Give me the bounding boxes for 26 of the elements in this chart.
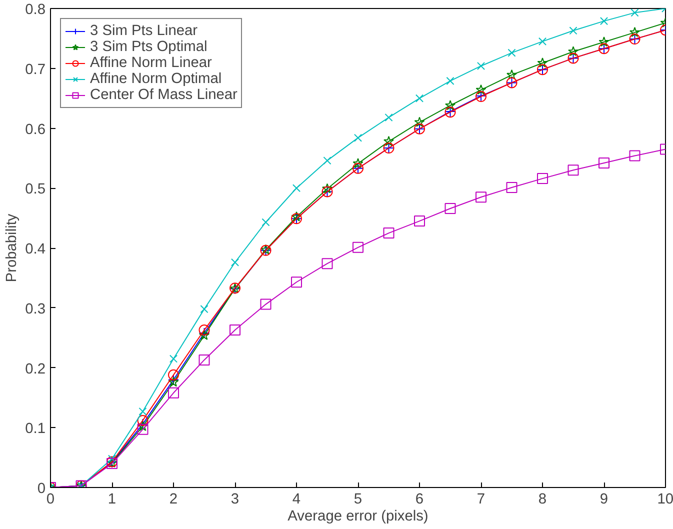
y-tick-label: 0 — [37, 481, 46, 497]
y-tick-label: 0.6 — [25, 122, 46, 138]
legend-label: Affine Norm Optimal — [90, 71, 222, 87]
y-axis-title: Probability — [4, 213, 20, 282]
x-tick-label: 8 — [538, 492, 547, 508]
y-tick-label: 0.3 — [25, 301, 46, 318]
x-tick-label: 5 — [354, 492, 362, 508]
y-tick-label: 0.4 — [25, 242, 46, 258]
x-tick-label: 7 — [476, 492, 486, 508]
legend-label: Center Of Mass Linear — [90, 87, 238, 103]
x-tick-label: 4 — [292, 492, 301, 508]
x-tick-label: 3 — [230, 492, 240, 508]
x-tick-label: 2 — [169, 492, 178, 508]
x-axis-title: Average error (pixels) — [288, 508, 428, 524]
y-tick-label: 0.1 — [25, 421, 46, 438]
y-tick-label: 0.5 — [25, 182, 46, 198]
x-tick-label: 9 — [600, 492, 608, 508]
x-tick-label: 10 — [657, 492, 673, 508]
y-tick-label: 0.7 — [25, 62, 46, 78]
y-tick-label: 0.2 — [25, 361, 46, 378]
legend-label: Affine Norm Linear — [90, 55, 212, 71]
y-tick-label: 0.8 — [25, 2, 46, 18]
legend-label: 3 Sim Pts Linear — [90, 23, 198, 39]
x-tick-label: 1 — [108, 492, 116, 508]
x-tick-label: 6 — [415, 492, 424, 508]
legend-label: 3 Sim Pts Optimal — [90, 39, 208, 55]
